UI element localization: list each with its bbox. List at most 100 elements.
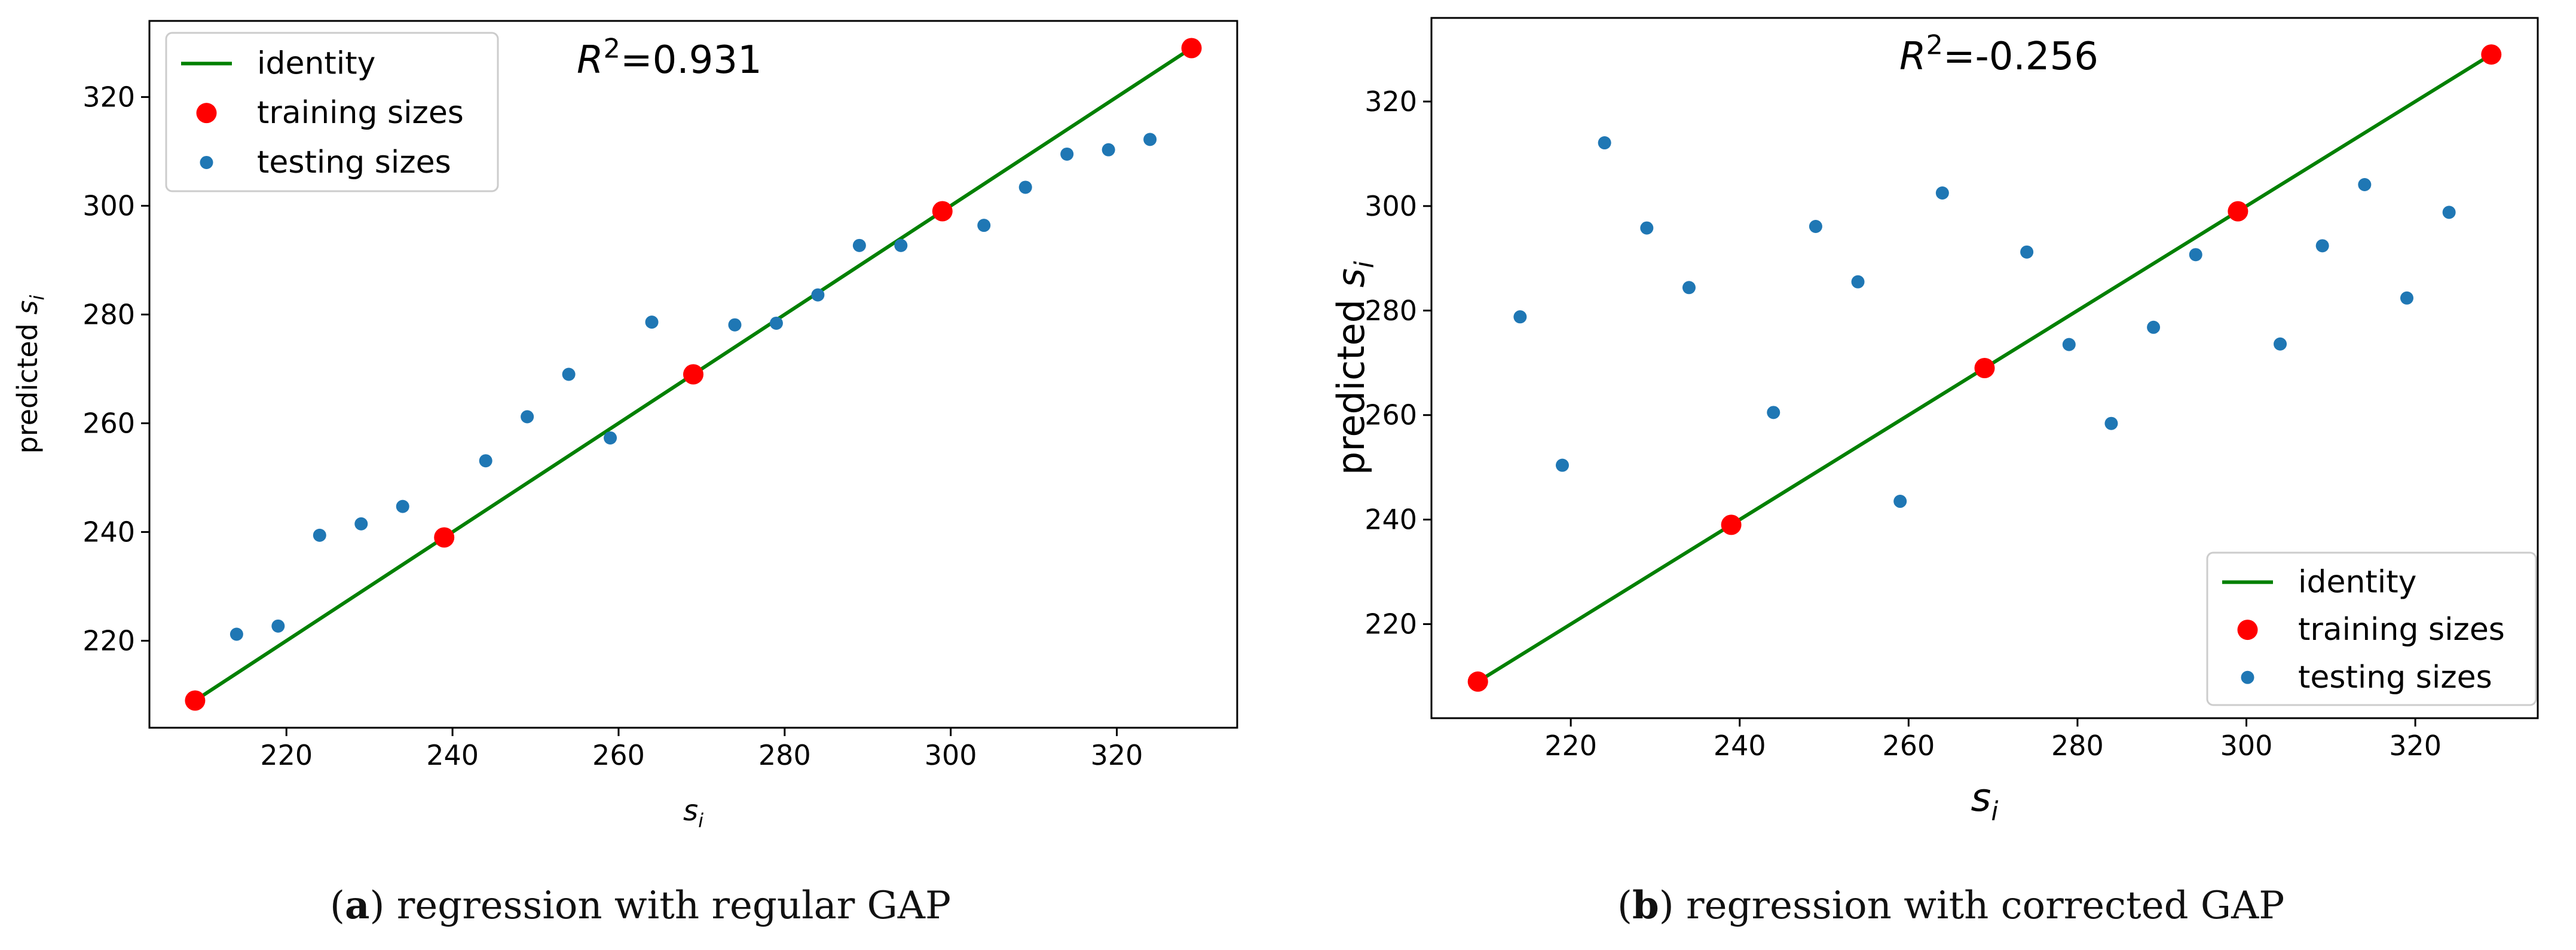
panel-b-testing-point	[1935, 186, 1949, 200]
caption-a-label: a	[344, 883, 370, 928]
panel-b-testing-point	[1809, 219, 1822, 233]
panel-b-testing-point	[2062, 338, 2076, 351]
panel-a-legend-box	[165, 32, 499, 192]
panel-a-testing-point	[521, 410, 534, 424]
panel-b-testing-point	[1893, 495, 1907, 508]
caption-b-body: regression with corrected GAP	[1674, 884, 2285, 928]
panel-a-regular-gap: 220 240 260 280 300 320 220 240 260 280 300 320 si pr…	[11, 20, 1238, 832]
panel-b-y-tick-label: 320	[1365, 85, 1417, 118]
panel-b-testing-point	[2020, 245, 2034, 259]
panel-b-x-tick-label: 240	[1714, 730, 1766, 762]
panel-a-axes-frame	[148, 20, 1238, 729]
panel-b-y-axis-label: predicted si	[1329, 261, 1380, 475]
panel-a-x-tick-label: 300	[925, 739, 977, 771]
panel-a-legend-marker-handle	[200, 155, 213, 169]
panel-a-testing-point	[728, 318, 742, 332]
panel-a-testing-point	[562, 367, 576, 381]
panel-b-testing-point	[1640, 221, 1654, 235]
panel-b-testing-point	[2400, 291, 2413, 305]
panel-b-legend-box	[2206, 551, 2537, 706]
panel-a-testing-point	[354, 517, 368, 531]
panel-b-x-tick-label: 220	[1544, 730, 1597, 762]
panel-b-y-tick-label: 280	[1365, 295, 1417, 327]
panel-a-testing-point	[977, 219, 991, 232]
panel-a-x-tick-label: 280	[758, 739, 811, 771]
panel-a-legend-label: testing sizes	[257, 145, 451, 180]
panel-a-y-tick-label: 300	[82, 189, 135, 222]
panel-a-testing-point	[313, 528, 326, 542]
panel-a-testing-point	[1018, 180, 1032, 194]
panel-b-legend-label: testing sizes	[2298, 660, 2492, 695]
panel-a-testing-point	[1060, 147, 1074, 161]
panel-a-x-tick-label: 320	[1091, 739, 1143, 771]
panel-a-training-point	[683, 364, 703, 385]
panel-b-training-point	[2228, 201, 2248, 222]
panel-a-x-tick-label: 260	[592, 739, 645, 771]
panel-b-axes-frame	[1430, 17, 2539, 719]
panel-a-testing-point	[645, 315, 659, 329]
panel-b-y-tick-label: 220	[1365, 608, 1417, 641]
panel-a-training-point	[434, 527, 455, 548]
panel-a-r2-annotation: R2=0.931	[577, 32, 762, 82]
panel-a-y-tick-label: 220	[82, 624, 135, 657]
panel-b-x-tick-label: 300	[2220, 730, 2273, 762]
panel-b-y-tick-label: 260	[1365, 399, 1417, 431]
panel-a-y-axis-label: predicted si	[11, 295, 49, 454]
panel-a-training-point	[932, 201, 953, 222]
panel-a-legend-label: identity	[257, 45, 375, 81]
panel-b-testing-point	[2442, 206, 2456, 219]
panel-b-testing-point	[1767, 406, 1780, 419]
panel-b-training-point	[1721, 514, 1742, 535]
panel-b-testing-point	[2104, 416, 2118, 430]
panel-a-testing-point	[604, 431, 617, 445]
caption-a-body: regression with regular GAP	[384, 884, 952, 928]
panel-b-testing-point	[1598, 136, 1611, 150]
panel-a-training-point	[185, 690, 206, 711]
panel-a-testing-point	[271, 619, 285, 633]
panel-a-testing-point	[1102, 143, 1115, 157]
panel-b-testing-point	[1851, 275, 1865, 289]
panel-b-corrected-gap: 220 240 260 280 300 320 220 240 260 280 300 320 si pr…	[1329, 17, 2539, 827]
panel-a-testing-point	[852, 238, 866, 252]
panel-b-testing-point	[2358, 178, 2372, 192]
panel-b-legend-label: training sizes	[2298, 612, 2505, 648]
panel-a-x-tick-label: 220	[260, 739, 313, 771]
panel-a-testing-point	[230, 627, 243, 641]
panel-b-testing-point	[1556, 458, 1570, 472]
panel-b-testing-point	[1682, 281, 1696, 295]
panel-a-testing-point	[396, 499, 409, 513]
panel-b-training-point	[1467, 671, 1488, 692]
panel-b-r2-annotation: R2=-0.256	[1899, 29, 2098, 79]
panel-a-x-axis-label: si	[683, 794, 703, 832]
panel-b-testing-point	[2147, 320, 2161, 334]
panel-b-x-axis-label: si	[1971, 776, 1999, 827]
panel-b-legend-label: identity	[2298, 564, 2416, 600]
panel-b-testing-point	[1513, 310, 1527, 324]
panel-b-y-tick-label: 300	[1365, 190, 1417, 222]
panel-b-training-point	[1974, 358, 1995, 378]
panel-b-x-tick-label: 280	[2051, 730, 2104, 762]
panel-a-testing-point	[811, 288, 825, 302]
panel-a-legend-label: training sizes	[257, 95, 464, 131]
caption-b: (b) regression with corrected GAP	[1617, 883, 2285, 928]
panel-b-legend-marker-handle	[2241, 670, 2254, 684]
panel-a-y-tick-label: 260	[82, 407, 135, 439]
panel-a-y-tick-label: 280	[82, 298, 135, 330]
panel-a-testing-point	[479, 454, 492, 468]
panel-a-legend-marker-handle	[196, 103, 217, 124]
caption-a: (a) regression with regular GAP	[330, 883, 952, 928]
panel-b-testing-point	[2315, 239, 2329, 253]
panel-a-testing-point	[1143, 133, 1157, 146]
panel-a-testing-point	[894, 238, 908, 252]
panel-b-training-point	[2481, 44, 2502, 65]
panel-a-y-tick-label: 240	[82, 516, 135, 548]
panel-b-y-tick-label: 240	[1365, 504, 1417, 536]
panel-b-x-tick-label: 320	[2389, 730, 2442, 762]
panel-a-x-tick-label: 240	[426, 739, 479, 771]
panel-b-legend-marker-handle	[2237, 620, 2258, 641]
caption-b-label: b	[1632, 883, 1659, 928]
panel-b-testing-point	[2189, 248, 2202, 262]
panel-a-testing-point	[769, 316, 783, 330]
panel-a-training-point	[1181, 38, 1202, 59]
